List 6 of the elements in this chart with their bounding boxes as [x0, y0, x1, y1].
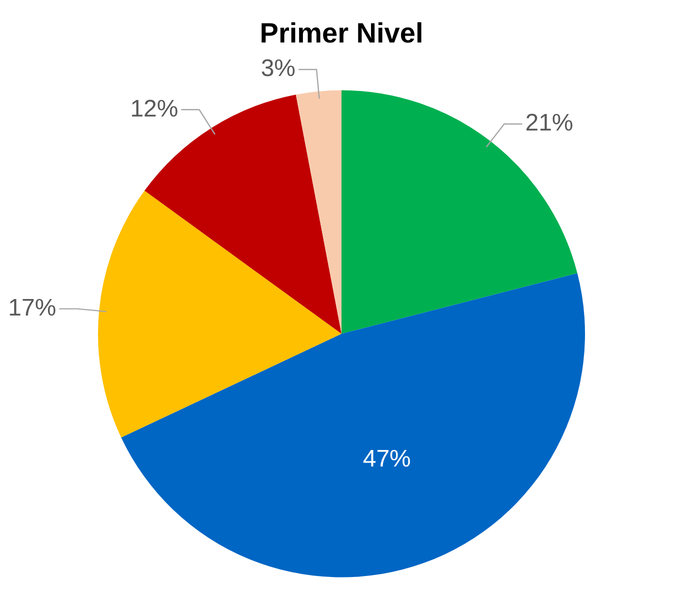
data-label: 47% [362, 445, 411, 472]
data-label: 12% [130, 95, 178, 122]
data-label: 17% [8, 294, 56, 322]
data-label: 3% [260, 55, 296, 82]
chart-title: Primer Nivel [260, 18, 424, 49]
data-label: 21% [525, 110, 574, 137]
